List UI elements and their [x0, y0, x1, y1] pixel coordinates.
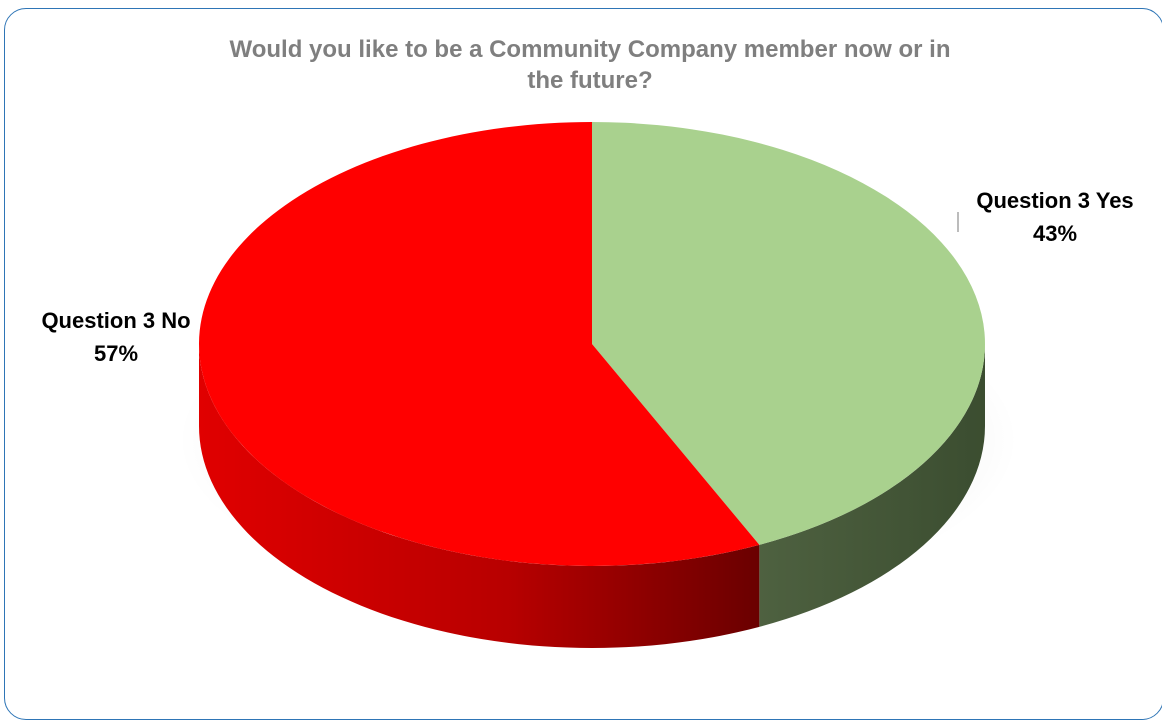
- chart-title-line-1: Would you like to be a Community Company…: [229, 36, 951, 63]
- slice-label-yes-name: Question 3 Yes: [976, 188, 1134, 213]
- chart-title-line-2: the future?: [527, 67, 653, 94]
- chart-title: Would you like to be a Community Company…: [130, 34, 1050, 96]
- slice-label-yes: Question 3 Yes 43%: [955, 184, 1155, 250]
- pie-slice-question-3-no: [198, 122, 760, 566]
- pie-side-question-3-yes: [759, 344, 985, 627]
- pie-slice-question-3-yes: [592, 122, 985, 545]
- slice-label-no: Question 3 No 57%: [6, 304, 226, 370]
- slice-label-no-name: Question 3 No: [41, 308, 191, 333]
- pie-side-question-3-no: [199, 344, 760, 648]
- slice-label-no-value: 57%: [93, 341, 139, 366]
- slice-label-yes-value: 43%: [1032, 221, 1078, 246]
